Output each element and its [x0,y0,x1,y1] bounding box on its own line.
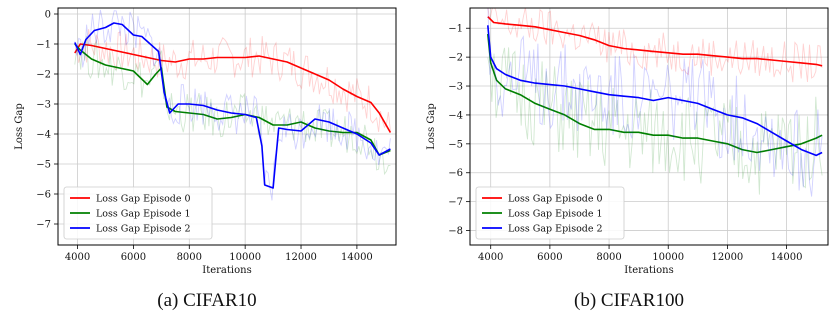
chart-caption: (b) CIFAR100 [574,290,684,311]
series-line-episode-2 [487,25,823,157]
legend-label: Loss Gap Episode 0 [508,194,603,205]
series-noise-2 [74,9,391,201]
legend-label: Loss Gap Episode 2 [508,224,603,235]
x-tick-label: 4000 [478,252,503,263]
x-axis-label: Iterations [202,265,251,276]
y-tick-label: −7 [36,220,51,231]
series-line-episode-1 [487,33,823,154]
x-tick-label: 8000 [177,252,202,263]
x-tick-label: 12000 [711,252,743,263]
chart-panel-cifar10: 4000 6000 8000 10000 12000 14000 0 −1 −2 −3 −4 −5 −6… [14,7,397,311]
chart-panel-cifar100: 4000 6000 8000 10000 12000 14000 −1 −2 −3 −4 −5 −6 −… [426,7,829,311]
x-axis-label: Iterations [624,265,673,276]
y-tick-label: −1 [448,24,463,35]
x-tick-label: 8000 [596,252,621,263]
y-tick-label: −5 [36,160,51,171]
x-tick-label: 10000 [229,252,261,263]
legend-label: Loss Gap Episode 2 [96,224,191,235]
y-tick-label: −3 [36,100,51,111]
y-tick-label: −5 [448,139,463,150]
axes-frame [469,7,829,246]
y-tick-label: −4 [448,110,463,121]
legend-label: Loss Gap Episode 1 [508,209,603,220]
y-tick-label: −8 [448,226,463,237]
y-tick-label: −6 [448,168,463,179]
plot-area [487,8,823,197]
x-tick-label: 14000 [341,252,373,263]
chart-caption: (a) CIFAR10 [157,290,256,311]
x-tick-label: 6000 [121,252,146,263]
axes-frame [57,7,397,246]
y-tick-label: −6 [36,190,51,201]
legend-box [63,186,213,240]
legend: Loss Gap Episode 0 Loss Gap Episode 1 Loss… [63,186,213,240]
x-tick-label: 10000 [652,252,684,263]
legend-label: Loss Gap Episode 1 [96,209,191,220]
y-tick-label: −4 [36,130,51,141]
x-tick-label: 6000 [537,252,562,263]
series-line-episode-0 [487,16,823,67]
series-noise-2 [487,8,823,197]
plot-area [74,9,392,201]
legend-label: Loss Gap Episode 0 [96,194,191,205]
y-tick-label: −2 [448,53,463,64]
series-line-episode-2 [74,22,391,189]
series-line-episode-0 [74,43,392,133]
y-tick-label: −7 [448,197,463,208]
series-noise-0 [74,29,391,132]
y-tick-label: 0 [45,10,51,21]
legend-box [475,186,625,240]
series-line-episode-1 [74,43,391,156]
series-noise-1 [74,35,391,176]
series-noise-1 [487,47,823,195]
x-tick-label: 4000 [65,252,90,263]
legend: Loss Gap Episode 0 Loss Gap Episode 1 Loss… [475,186,625,240]
x-tick-label: 14000 [771,252,803,263]
y-tick-label: −1 [36,40,51,51]
x-tick-label: 12000 [285,252,317,263]
y-tick-label: −3 [448,82,463,93]
y-axis-label: Loss Gap [426,103,437,149]
y-axis-label: Loss Gap [14,103,25,149]
y-tick-label: −2 [36,70,51,81]
